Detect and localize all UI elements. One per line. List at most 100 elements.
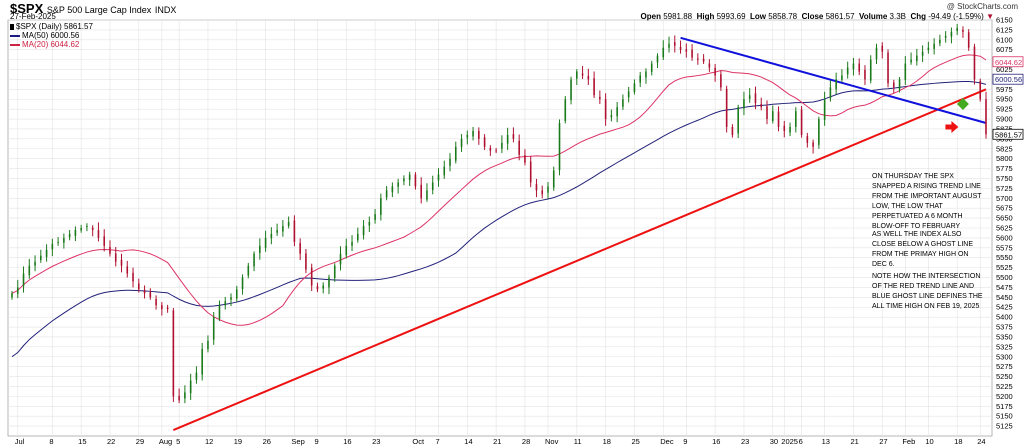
candle-body xyxy=(11,293,13,298)
y-tick-label: 5300 xyxy=(996,352,1013,361)
y-tick-label: 5700 xyxy=(996,194,1013,203)
candle-body xyxy=(858,63,861,72)
copyright[interactable]: @ StockCharts.com xyxy=(946,2,1018,11)
y-tick-label: 5325 xyxy=(996,342,1013,351)
candle-body xyxy=(431,182,434,190)
candle-body xyxy=(235,289,238,299)
candle-body xyxy=(944,35,947,38)
x-tick-label: 28 xyxy=(522,437,530,446)
y-tick-label: 5650 xyxy=(996,214,1013,223)
candle-body xyxy=(345,245,348,256)
candle-body xyxy=(898,79,901,90)
candle-icon xyxy=(10,23,14,30)
candle-body xyxy=(777,111,780,127)
candle-body xyxy=(789,126,791,133)
candle-body xyxy=(489,147,492,151)
x-tick-label: 23 xyxy=(372,437,380,446)
candle-body xyxy=(691,49,693,58)
candle-body xyxy=(80,228,82,231)
candle-body xyxy=(933,43,935,49)
candle-body xyxy=(841,75,843,80)
candle-body xyxy=(627,91,630,98)
blue-ghost-line xyxy=(680,36,987,124)
candle-body xyxy=(593,78,595,96)
y-tick-label: 5575 xyxy=(996,243,1013,252)
candle-body xyxy=(247,265,250,276)
candle-body xyxy=(426,190,428,200)
candle-body xyxy=(754,93,757,104)
candle-body xyxy=(109,247,111,254)
y-tick-label: 5825 xyxy=(996,144,1013,153)
x-tick-label: 6 xyxy=(799,437,803,446)
down-arrow-icon: ▼ xyxy=(986,12,994,21)
ticker-symbol: $SPX xyxy=(10,1,44,16)
candle-body xyxy=(645,71,647,78)
legend-ma20: MA(20) 6044.62 xyxy=(10,40,79,49)
x-tick-label: Dec xyxy=(660,437,674,446)
candle-body xyxy=(720,74,722,88)
x-tick-label: 16 xyxy=(712,437,720,446)
x-tick-label: 9 xyxy=(314,437,318,446)
candle-body xyxy=(829,87,832,99)
y-tick-label: 5150 xyxy=(996,412,1013,421)
y-tick-label: 5475 xyxy=(996,283,1013,292)
candle-body xyxy=(881,45,884,52)
candle-body xyxy=(547,186,549,193)
candle-body xyxy=(564,99,567,122)
line-swatch-icon xyxy=(10,34,20,37)
candle-body xyxy=(63,237,65,243)
y-tick-label: 5925 xyxy=(996,105,1013,114)
close-value: 5861.57 xyxy=(825,12,855,21)
low-value: 5858.78 xyxy=(768,12,798,21)
candle-body xyxy=(714,67,716,76)
price-badge-text: 6044.62 xyxy=(995,58,1022,67)
candle-body xyxy=(604,99,607,120)
candle-body xyxy=(333,265,336,278)
price-badge-text: 5861.57 xyxy=(995,130,1022,139)
candle-body xyxy=(702,58,705,62)
candle-body xyxy=(662,47,665,58)
x-tick-label: 23 xyxy=(741,437,749,446)
candle-body xyxy=(22,273,25,287)
candle-body xyxy=(305,253,307,270)
candle-body xyxy=(852,63,855,70)
x-tick-label: 11 xyxy=(574,437,582,446)
candle-body xyxy=(633,83,636,93)
candle-body xyxy=(835,79,837,90)
candle-body xyxy=(483,137,486,147)
y-tick-label: 5400 xyxy=(996,313,1013,322)
x-tick-label: 18 xyxy=(603,437,611,446)
y-tick-label: 5200 xyxy=(996,392,1013,401)
candle-body xyxy=(737,107,739,134)
x-tick-label: 26 xyxy=(263,437,271,446)
chg-value: -94.49 (-1.59%) xyxy=(928,12,984,21)
candle-body xyxy=(576,71,578,79)
x-tick-label: Nov xyxy=(545,437,559,446)
ma20-line xyxy=(11,54,987,326)
x-tick-label: 27 xyxy=(879,437,887,446)
candle-body xyxy=(541,190,544,195)
candle-body xyxy=(91,227,94,230)
red-arrow-icon xyxy=(945,120,959,133)
candle-body xyxy=(812,142,814,147)
y-tick-label: 6100 xyxy=(996,35,1013,44)
y-tick-label: 5525 xyxy=(996,263,1013,272)
candle-body xyxy=(570,79,572,101)
candle-body xyxy=(166,307,169,310)
candle-body xyxy=(783,125,786,131)
candle-body xyxy=(466,134,469,138)
candle-body xyxy=(599,96,601,100)
y-tick-label: 5250 xyxy=(996,372,1013,381)
x-tick-label: 12 xyxy=(205,437,213,446)
candle-body xyxy=(420,184,422,199)
y-tick-label: 6075 xyxy=(996,45,1013,54)
candle-body xyxy=(985,99,987,135)
candle-body xyxy=(529,161,532,183)
candle-body xyxy=(282,226,284,232)
candle-body xyxy=(939,39,941,44)
x-tick-label: 18 xyxy=(954,437,962,446)
candle-body xyxy=(558,123,561,171)
candle-body xyxy=(581,73,584,76)
y-tick-label: 5800 xyxy=(996,154,1013,163)
